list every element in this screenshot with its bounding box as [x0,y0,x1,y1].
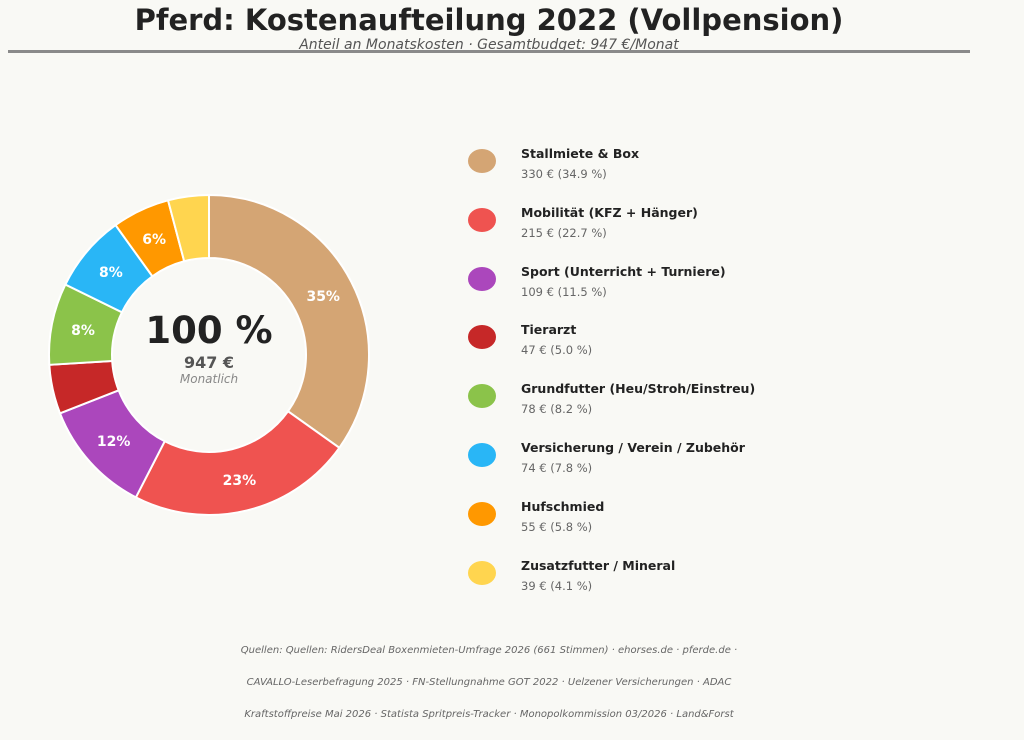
sources-line: CAVALLO-Leserbefragung 2025 · FN-Stellun… [246,677,732,688]
legend-swatch [468,149,496,173]
legend-item: Zusatzfutter / Mineral 39 € (4.1 %) [468,555,888,614]
legend-swatch [468,207,496,232]
legend-label: Stallmiete & Box [521,146,640,161]
slice-percent-label: 23% [223,473,257,489]
sources-footnote: Quellen: Quellen: RidersDeal Boxenmieten… [0,644,978,740]
donut-chart: 35% 23% 12% 8% 8% 6% 100 % 947 € Monatlich [48,193,370,516]
legend-label: Versicherung / Verein / Zubehör [521,439,745,455]
center-percent: 100 % [145,309,272,352]
slice-percent-label: 8% [71,323,95,339]
legend-label: Zusatzfutter / Mineral [521,557,676,573]
slice-percent-label: 8% [99,265,123,281]
legend-swatch [468,266,496,291]
slice-percent-label: 12% [97,434,131,450]
legend-label: Hufschmied [521,498,605,514]
center-caption: Monatlich [180,372,238,386]
legend-label: Tierarzt [521,322,577,338]
donut-slices [48,193,370,516]
legend-swatch [468,560,496,585]
legend-value: 55 € (5.8 %) [521,519,593,534]
legend-value: 109 € (11.5 %) [521,284,607,299]
legend-label: Sport (Unterricht + Turniere) [521,263,726,279]
legend-item: Hufschmied 55 € (5.8 %) [468,496,888,555]
legend-swatch [468,501,496,526]
donut-slice [208,193,370,450]
legend-value: 74 € (7.8 %) [521,460,593,475]
legend-swatch [468,384,496,409]
legend-item: Stallmiete & Box 330 € (34.9 %) [468,143,888,202]
title-divider [8,50,970,53]
legend-value: 47 € (5.0 %) [521,343,593,358]
legend-value: 39 € (4.1 %) [521,578,593,593]
legend-value: 215 € (22.7 %) [521,225,607,240]
slice-percent-label: 6% [142,232,166,248]
donut-slice [134,409,341,516]
legend-item: Grundfutter (Heu/Stroh/Einstreu) 78 € (8.… [468,378,888,437]
chart-legend: Stallmiete & Box 330 € (34.9 %) Mobilität … [468,143,888,613]
sources-line: Quellen: Quellen: RidersDeal Boxenmieten… [240,645,738,656]
legend-item: Mobilität (KFZ + Hänger) 215 € (22.7 %) [468,202,888,261]
legend-label: Mobilität (KFZ + Hänger) [521,204,698,220]
legend-item: Sport (Unterricht + Turniere) 109 € (11.5… [468,261,888,320]
legend-label: Grundfutter (Heu/Stroh/Einstreu) [521,381,756,397]
sources-line: Kraftstoffpreise Mai 2026 · Statista Spr… [244,709,734,720]
legend-item: Tierarzt 47 € (5.0 %) [468,319,888,378]
chart-subtitle: Anteil an Monatskosten · Gesamtbudget: 9… [299,37,679,53]
donut-slice-labels: 35% 23% 12% 8% 8% 6% [71,232,340,489]
legend-swatch [468,442,496,467]
legend-value: 330 € (34.9 %) [521,167,607,181]
slice-percent-label: 35% [306,289,340,305]
legend-value: 78 € (8.2 %) [521,402,593,417]
legend-item: Versicherung / Verein / Zubehör 74 € (7.8… [468,437,888,496]
chart-title: Pferd: Kostenaufteilung 2022 (Vollpensio… [134,3,844,37]
legend-swatch [468,325,496,350]
donut-slice [166,193,210,263]
center-amount: 947 € [184,353,234,372]
